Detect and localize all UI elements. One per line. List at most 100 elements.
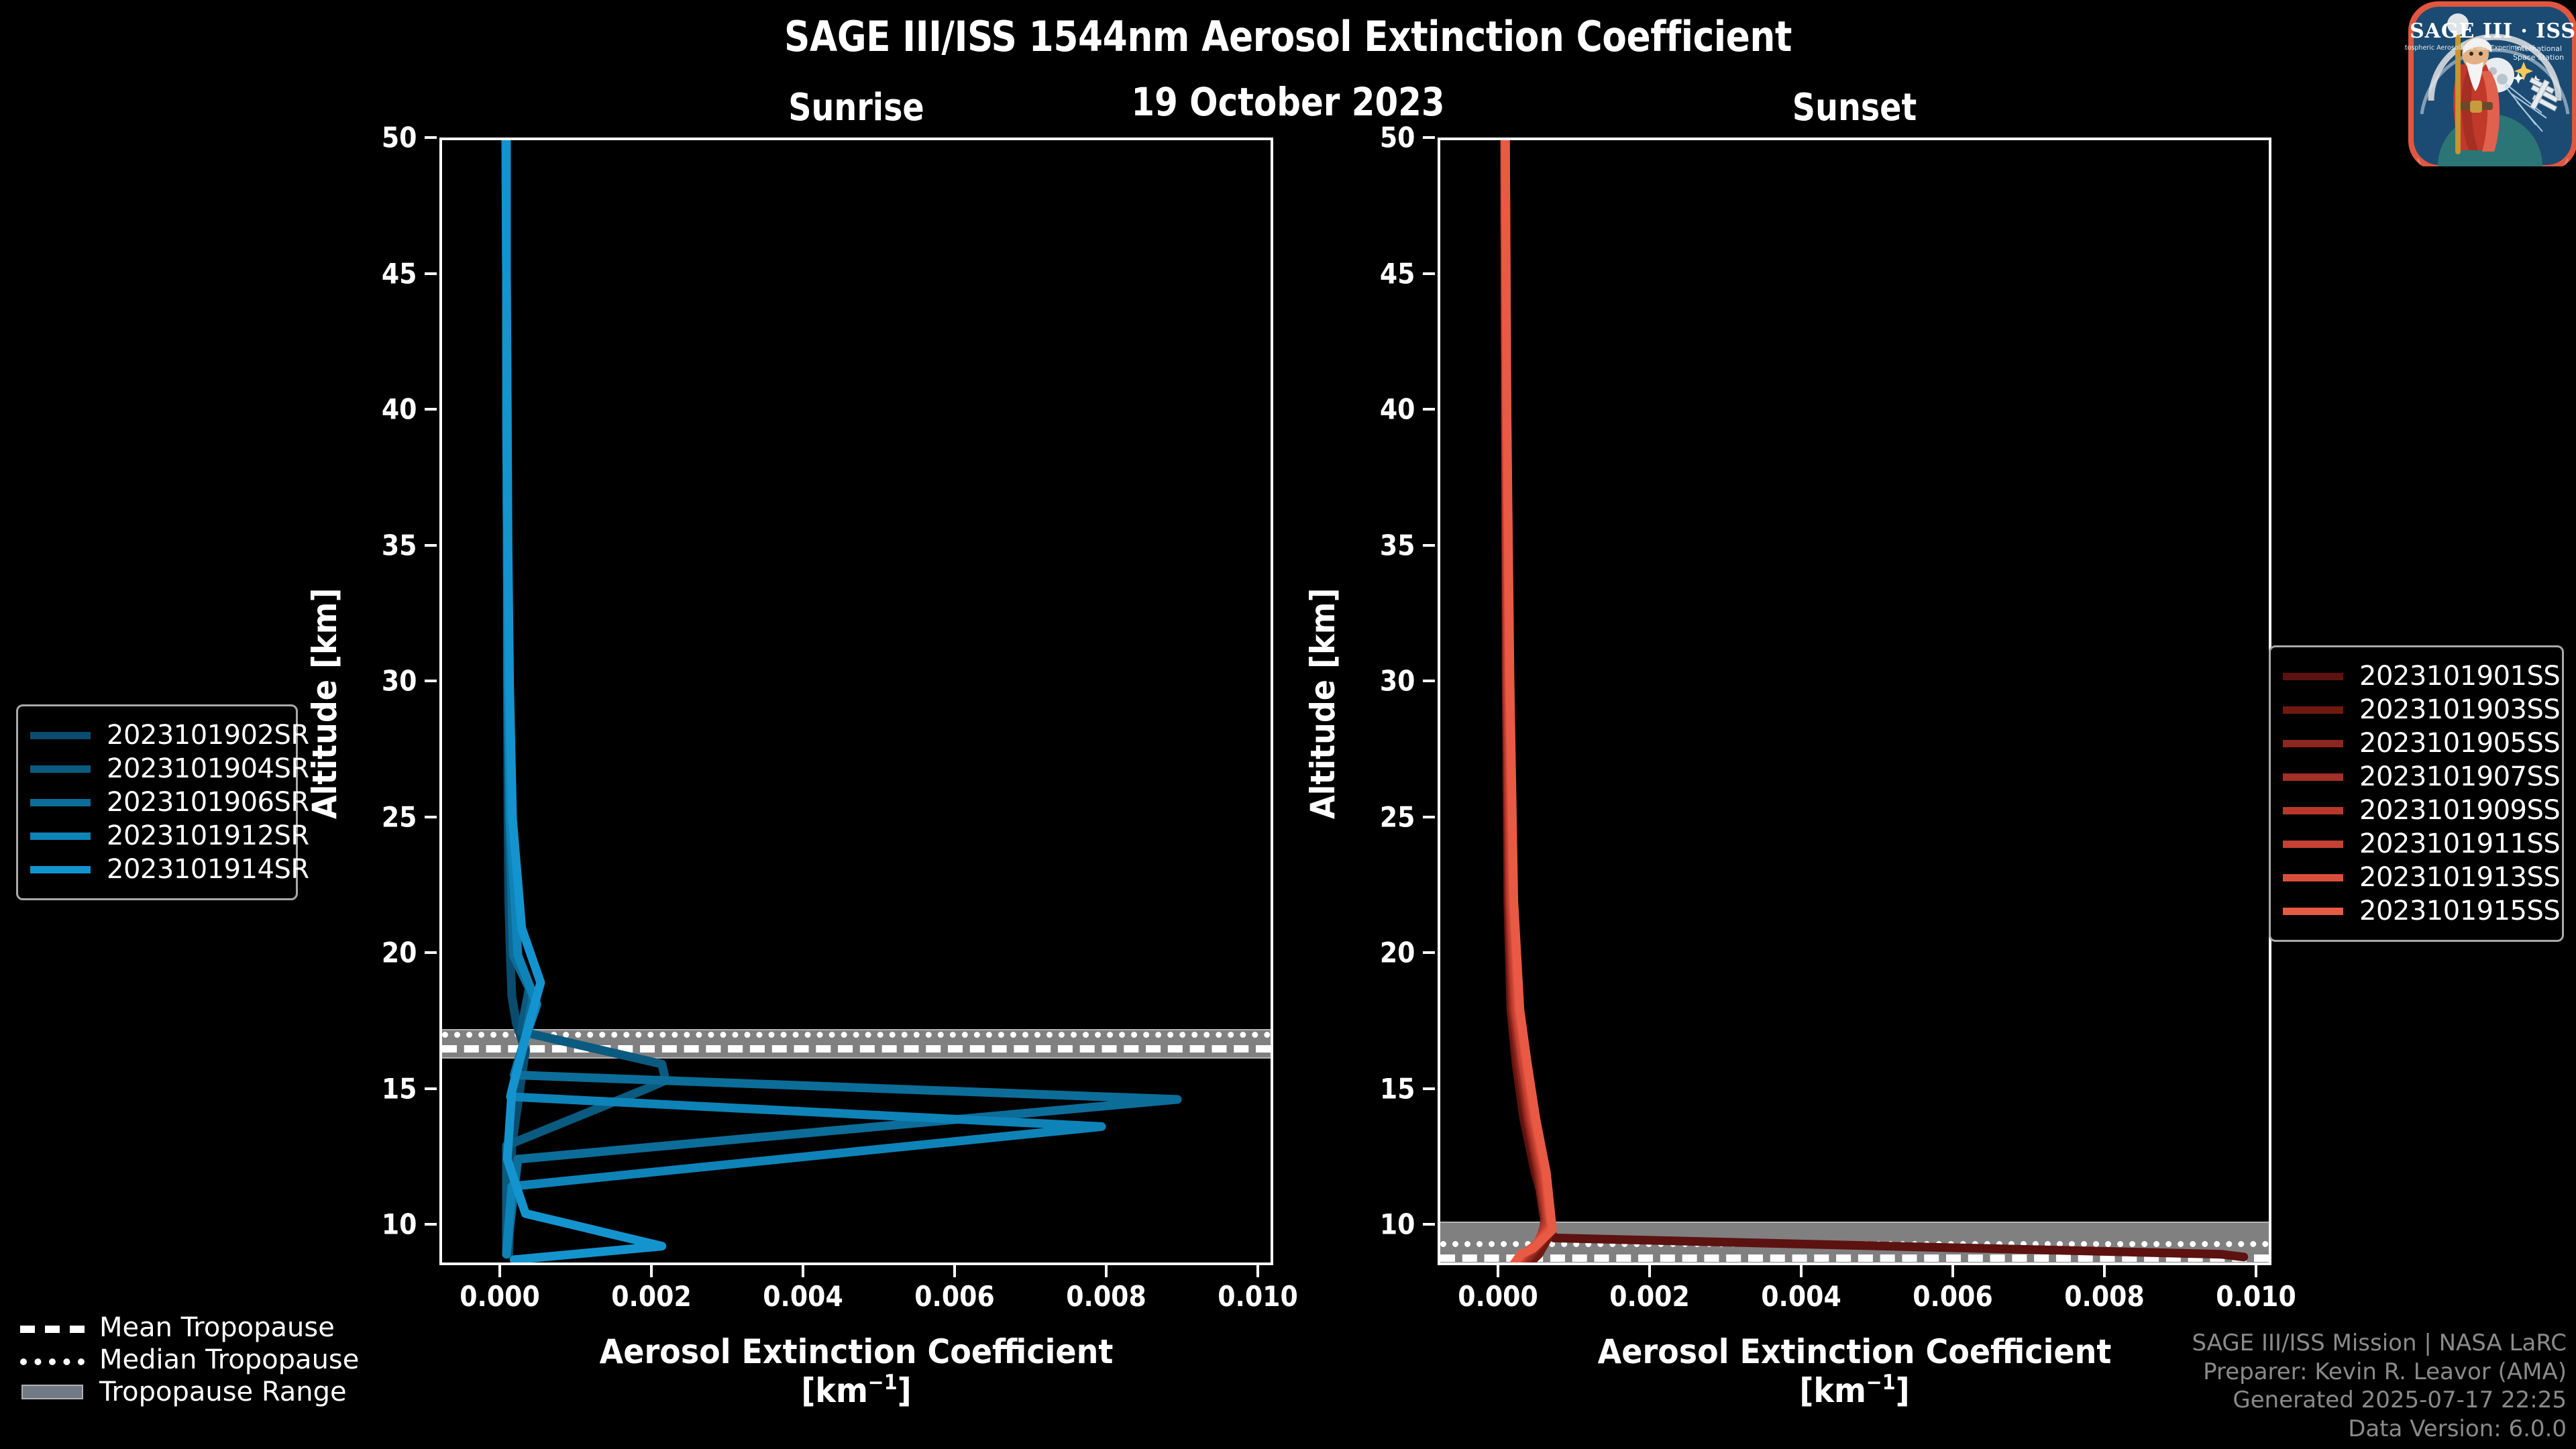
y-axis-tick-mark (1423, 815, 1435, 818)
x-axis-tick-label: 0.004 (1761, 1280, 1842, 1313)
sunset-x-axis-ticks: 0.000 0.002 0.004 0.006 0.008 0.010 (1438, 1265, 2296, 1359)
logo-subtitle-left: Stratospheric Aerosol and Gas Experiment… (2404, 44, 2535, 52)
sunset-legend-item[interactable]: 2023101911SS (2283, 827, 2561, 861)
y-axis-tick-mark (425, 543, 437, 547)
legend-color-swatch (30, 765, 91, 773)
y-axis-tick-label: 30 (381, 664, 417, 698)
legend-color-swatch (2283, 773, 2343, 781)
sunrise-x-axis-label: Aerosol Extinction Coefficient [km−1] (473, 1332, 1240, 1410)
sunrise-legend-item[interactable]: 2023101912SR (30, 819, 309, 853)
sunset-x-axis-label: Aerosol Extinction Coefficient [km−1] (1471, 1332, 2239, 1410)
data-series-line (501, 140, 1106, 1259)
data-series-line (502, 140, 670, 1259)
sunset-y-axis-label: Altitude [km] (1303, 587, 1342, 819)
legend-item-label: 2023101912SR (107, 820, 309, 851)
legend-color-swatch (2283, 840, 2343, 848)
legend-item-label: 2023101901SS (2359, 661, 2561, 692)
legend-item-label: 2023101902SR (107, 720, 309, 751)
y-axis-tick-mark (1423, 408, 1435, 411)
credits-line-mission: SAGE III/ISS Mission | NASA LaRC (2192, 1329, 2567, 1356)
x-axis-tick-mark (498, 1265, 502, 1277)
x-axis-tick-label: 0.010 (1218, 1280, 1299, 1313)
legend-label-tropopause-range: Tropopause Range (99, 1377, 347, 1407)
y-axis-tick-label: 30 (1379, 664, 1415, 698)
legend-item-mean-tropopause: Mean Tropopause (20, 1311, 396, 1344)
y-axis-tick-label: 50 (381, 121, 417, 154)
data-series-line (1500, 140, 1550, 1263)
y-axis-tick-label: 35 (1379, 529, 1415, 562)
sunset-legend-item[interactable]: 2023101903SS (2283, 693, 2561, 727)
sunset-legend-item[interactable]: 2023101907SS (2283, 760, 2561, 794)
x-axis-tick-mark (1497, 1265, 1500, 1277)
sunrise-legend-item[interactable]: 2023101914SR (30, 853, 309, 886)
y-axis-tick-label: 10 (1379, 1208, 1415, 1241)
data-series-line (1500, 140, 1551, 1263)
sunset-legend[interactable]: 2023101901SS 2023101903SS 2023101905SS 2023… (2269, 645, 2564, 942)
sunset-legend-item[interactable]: 2023101905SS (2283, 727, 2561, 760)
mean-tropopause-line (442, 1044, 1271, 1053)
sunrise-x-axis-ticks: 0.000 0.002 0.004 0.006 0.008 0.010 (439, 1265, 1298, 1359)
sunrise-legend-item[interactable]: 2023101904SR (30, 752, 309, 786)
legend-item-label: 2023101903SS (2359, 694, 2561, 725)
legend-item-label: 2023101909SS (2359, 795, 2561, 826)
legend-item-label: 2023101915SS (2359, 896, 2561, 926)
credits-line-preparer: Preparer: Kevin R. Leavor (AMA) (2203, 1358, 2567, 1385)
legend-item-label: 2023101911SS (2359, 828, 2561, 859)
sunset-legend-item[interactable]: 2023101913SS (2283, 861, 2561, 894)
sunrise-legend-item[interactable]: 2023101902SR (30, 718, 309, 752)
y-axis-tick-label: 45 (1379, 257, 1415, 290)
x-axis-tick-mark (2103, 1265, 2106, 1277)
y-axis-tick-mark (1423, 951, 1435, 955)
x-axis-tick-label: 0.002 (611, 1280, 692, 1313)
x-axis-tick-label: 0.006 (1913, 1280, 1994, 1313)
sunrise-legend[interactable]: 2023101902SR 2023101904SR 2023101906SR 2023… (16, 704, 309, 900)
y-axis-tick-mark (425, 136, 437, 139)
x-axis-tick-label: 0.006 (914, 1280, 996, 1313)
x-axis-unit: [km−1] (801, 1371, 912, 1411)
sunset-data-curves (1500, 140, 2249, 1263)
sunrise-y-axis-ticks: 50 45 40 35 30 25 20 15 10 (366, 0, 439, 1449)
data-series-line (1500, 140, 2249, 1262)
legend-item-tropopause-range: Tropopause Range (20, 1376, 396, 1408)
y-axis-tick-mark (425, 951, 437, 955)
sunrise-legend-item[interactable]: 2023101906SR (30, 786, 309, 819)
data-series-line (502, 140, 667, 1263)
credits-block: SAGE III/ISS Mission | NASA LaRC Prepare… (2192, 1329, 2567, 1444)
y-axis-tick-label: 10 (381, 1208, 417, 1241)
y-axis-tick-mark (425, 408, 437, 411)
sunset-legend-item[interactable]: 2023101901SS (2283, 659, 2561, 693)
legend-color-swatch (2283, 806, 2343, 814)
data-series-line (1501, 140, 1556, 1263)
y-axis-tick-mark (1423, 543, 1435, 547)
x-axis-tick-label: 0.010 (2216, 1280, 2297, 1313)
y-axis-tick-mark (425, 815, 437, 818)
tropopause-range-band (1440, 1222, 2269, 1263)
x-axis-label-text: Aerosol Extinction Coefficient (1597, 1332, 2112, 1371)
sunset-y-axis-ticks: 50 45 40 35 30 25 20 15 10 (1364, 0, 1438, 1449)
x-axis-tick-label: 0.000 (460, 1280, 541, 1313)
x-axis-tick-mark (1105, 1265, 1108, 1277)
mean-tropopause-line (1440, 1254, 2269, 1262)
y-axis-tick-mark (1423, 272, 1435, 275)
dashed-line-icon (20, 1320, 85, 1336)
legend-item-median-tropopause: Median Tropopause (20, 1344, 396, 1376)
y-axis-tick-label: 25 (1379, 800, 1415, 834)
legend-color-swatch (30, 731, 91, 739)
legend-color-swatch (2283, 672, 2343, 680)
data-series-line (1500, 140, 1552, 1263)
y-axis-tick-mark (425, 680, 437, 683)
y-axis-tick-mark (1423, 680, 1435, 683)
sage-iii-iss-mission-patch-logo: SAGE III · ISS Stratospheric Aerosol and… (2392, 0, 2576, 170)
legend-label-mean-tropopause: Mean Tropopause (99, 1312, 335, 1343)
panel-caption-sunset: Sunset (1792, 86, 1917, 129)
legend-color-swatch (30, 832, 91, 840)
sunset-legend-item[interactable]: 2023101909SS (2283, 794, 2561, 827)
median-tropopause-line (1440, 1240, 2269, 1247)
legend-color-swatch (2283, 907, 2343, 915)
sunrise-axes (439, 138, 1273, 1265)
sunset-legend-item[interactable]: 2023101915SS (2283, 894, 2561, 928)
legend-color-swatch (2283, 873, 2343, 881)
